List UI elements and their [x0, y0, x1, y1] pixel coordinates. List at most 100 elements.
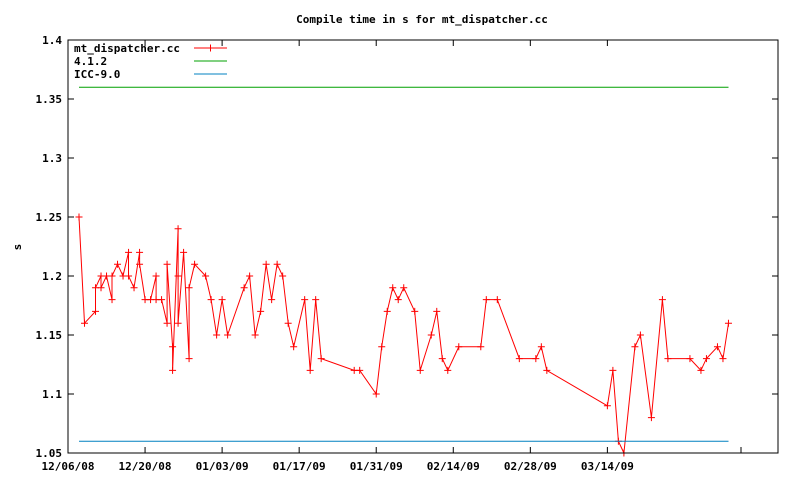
data-point	[224, 331, 232, 339]
data-point	[174, 272, 182, 280]
x-tick-label: 02/28/09	[504, 460, 557, 473]
data-point	[493, 296, 501, 304]
legend-label: mt_dispatcher.cc	[74, 42, 180, 55]
data-point	[433, 307, 441, 315]
tick-layer: 1.05 1.1 1.15 1.2 1.25 1.3 1.35 1.4 12/06/08 12/2…	[36, 34, 778, 473]
data-point	[136, 248, 144, 256]
data-point	[174, 225, 182, 233]
y-axis-label: s	[11, 244, 24, 251]
data-point	[97, 284, 105, 292]
x-tick-label: 01/17/09	[273, 460, 326, 473]
data-point	[240, 284, 248, 292]
data-point	[697, 366, 705, 374]
data-point	[262, 260, 270, 268]
data-point	[438, 355, 446, 363]
x-tick-label: 12/06/08	[42, 460, 95, 473]
data-point	[279, 272, 287, 280]
data-point	[251, 331, 259, 339]
x-tick-label: 02/14/09	[427, 460, 480, 473]
data-point	[136, 260, 144, 268]
data-point	[537, 343, 545, 351]
data-point	[713, 343, 721, 351]
data-point	[114, 260, 122, 268]
legend-label: ICC-9.0	[74, 68, 120, 81]
data-point	[301, 296, 309, 304]
data-point	[268, 296, 276, 304]
data-point	[312, 296, 320, 304]
data-point	[185, 355, 193, 363]
y-tick-label: 1.05	[36, 447, 63, 460]
data-point	[416, 366, 424, 374]
data-point	[658, 296, 666, 304]
data-point	[202, 272, 210, 280]
data-point	[108, 296, 116, 304]
data-point	[647, 414, 655, 422]
data-point	[125, 248, 133, 256]
data-point	[125, 272, 133, 280]
data-point	[180, 248, 188, 256]
x-tick-label: 01/31/09	[350, 460, 403, 473]
data-point	[207, 296, 215, 304]
x-tick-label: 01/03/09	[196, 460, 249, 473]
data-point	[317, 355, 325, 363]
series-layer	[75, 86, 732, 457]
data-point	[185, 284, 193, 292]
data-point	[394, 296, 402, 304]
data-point	[427, 331, 435, 339]
data-point	[455, 343, 463, 351]
data-point	[218, 296, 226, 304]
data-point	[378, 343, 386, 351]
data-point	[543, 366, 551, 374]
data-point	[724, 319, 732, 327]
data-point	[152, 272, 160, 280]
y-tick-label: 1.15	[36, 329, 63, 342]
data-point	[411, 307, 419, 315]
series-1	[75, 213, 732, 457]
data-point	[246, 272, 254, 280]
data-point	[169, 343, 177, 351]
data-point	[273, 260, 281, 268]
plot-frame	[67, 39, 779, 454]
data-point	[163, 319, 171, 327]
data-point	[400, 284, 408, 292]
data-point	[306, 366, 314, 374]
data-point	[356, 366, 364, 374]
data-point	[482, 296, 490, 304]
y-tick-label: 1.25	[36, 211, 63, 224]
data-point	[191, 260, 199, 268]
series-line	[78, 216, 729, 455]
y-tick-label: 1.35	[36, 93, 63, 106]
data-point	[702, 355, 710, 363]
data-point	[284, 319, 292, 327]
y-tick-label: 1.1	[42, 388, 62, 401]
data-point	[169, 366, 177, 374]
legend-label: 4.1.2	[74, 55, 107, 68]
chart-title: Compile time in s for mt_dispatcher.cc	[296, 13, 548, 26]
data-point	[75, 213, 83, 221]
data-point	[603, 402, 611, 410]
data-point	[631, 343, 639, 351]
data-point	[81, 319, 89, 327]
data-point	[163, 260, 171, 268]
legend-marker	[207, 44, 214, 52]
data-point	[372, 390, 380, 398]
data-point	[92, 307, 100, 315]
data-point	[609, 366, 617, 374]
data-point	[636, 331, 644, 339]
y-tick-label: 1.4	[42, 34, 62, 47]
data-point	[213, 331, 221, 339]
data-point	[389, 284, 397, 292]
data-point	[174, 319, 182, 327]
data-point	[383, 307, 391, 315]
data-point	[664, 355, 672, 363]
data-point	[158, 296, 166, 304]
data-point	[477, 343, 485, 351]
x-tick-label: 12/20/08	[119, 460, 172, 473]
data-point	[686, 355, 694, 363]
data-point	[130, 284, 138, 292]
x-tick-label: 03/14/09	[581, 460, 634, 473]
data-point	[290, 343, 298, 351]
y-tick-label: 1.3	[42, 152, 62, 165]
